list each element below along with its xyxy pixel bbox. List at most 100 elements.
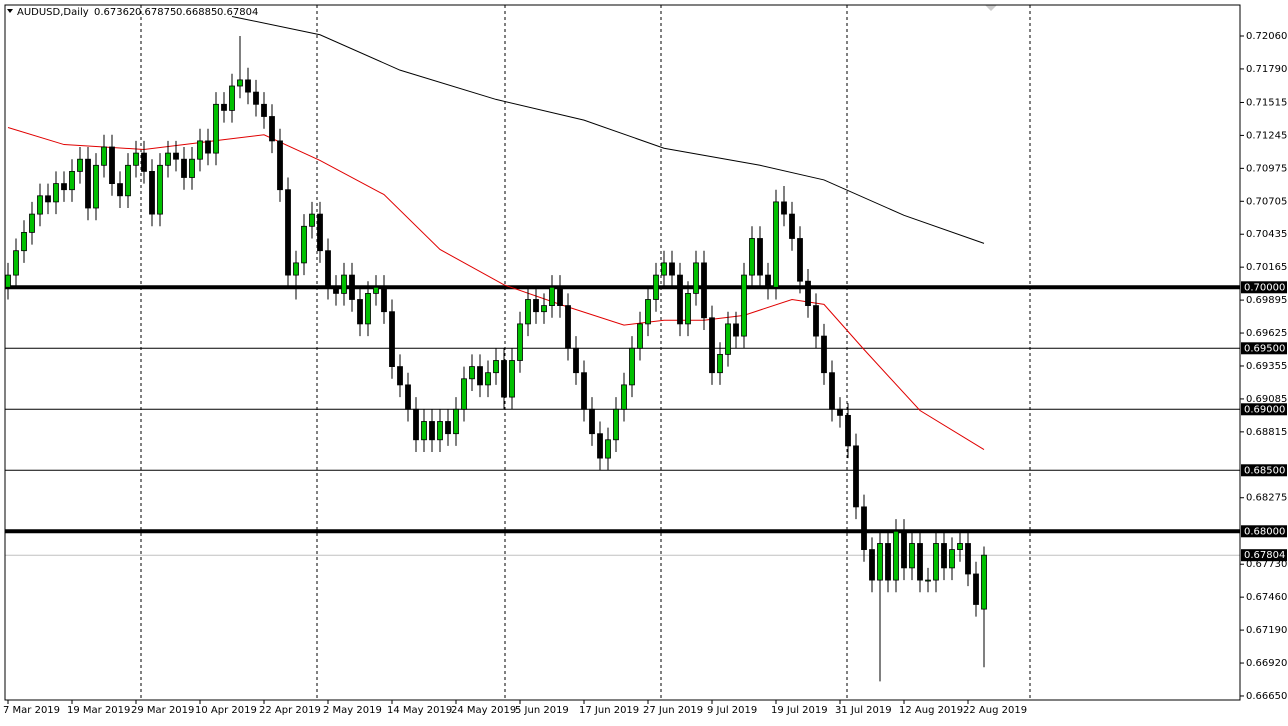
candle-body [429,421,435,441]
candle-body [573,347,579,374]
candle-body [405,384,411,410]
plot-frame [4,4,1241,701]
candle-body [901,530,907,569]
y-tick-label: 0.70165 [1246,262,1287,273]
y-tick-label: 0.70705 [1246,196,1287,207]
candle-body [893,530,899,581]
candle-body [389,311,395,367]
candle-body [189,158,195,178]
candle-body [909,543,915,569]
candle-body [517,323,523,361]
candle-body [701,262,707,319]
candle-body [173,152,179,160]
x-tick-label: 31 Jul 2019 [835,705,892,716]
candle-body [133,152,139,166]
candle-body [933,543,939,581]
candle-body [237,79,243,87]
candle-body [501,360,507,398]
candle-body [61,183,67,191]
period-separators [140,5,1031,700]
level-label: 0.70000 [1244,282,1285,293]
candle-body [629,347,635,386]
candle-body [141,152,147,172]
candle-body [29,213,35,233]
candle-body [253,91,259,105]
candle-body [509,360,515,398]
candle-body [165,152,171,166]
candle-body [477,366,483,386]
candle-body [597,433,603,459]
candle-body [485,372,491,386]
candle-body [221,103,227,111]
candle-body [717,353,723,374]
candle-body [925,579,931,582]
x-tick-label: 5 Jun 2019 [515,705,569,716]
y-tick-label: 0.71790 [1246,64,1287,75]
candle-body [613,408,619,441]
x-tick-label: 19 Mar 2019 [67,705,130,716]
candle-body [205,140,211,154]
y-tick-label: 0.67730 [1246,559,1287,570]
candle-body [77,158,83,172]
menu-arrow[interactable] [7,9,13,13]
y-tick-label: 0.68815 [1246,427,1287,438]
candle-body [45,195,51,203]
candle-body [965,543,971,575]
candle-body [637,323,643,349]
candle-body [125,164,131,197]
level-label: 0.68000 [1244,526,1285,537]
candle-body [293,262,299,276]
x-tick-label: 22 Aug 2019 [963,705,1027,716]
y-tick-label: 0.66920 [1246,658,1287,669]
candle-body [421,421,427,441]
candle-body [229,85,235,111]
candle-body [117,183,123,197]
level-label-box [1241,525,1287,538]
chart-header: AUDUSD,Daily 0.67362 0.67875 0.66885 0.6… [7,7,258,18]
candle-body [853,445,859,508]
level-label-box [1241,342,1287,355]
candle-body [653,274,659,300]
candle-body [317,213,323,252]
candle-body [13,250,19,276]
candle-body [333,286,339,294]
candle-body [949,549,955,569]
candle-body [581,372,587,410]
candle-body [541,305,547,313]
y-tick-label: 0.70435 [1246,229,1287,240]
x-tick-label: 14 May 2019 [387,705,452,716]
y-tick-label: 0.67190 [1246,625,1287,636]
candle-body [589,408,595,435]
x-tick-label: 24 May 2019 [451,705,516,716]
candle-body [565,305,571,349]
candle-body [821,335,827,374]
candle-body [85,158,91,209]
candle-body [917,543,923,581]
candle-body [437,421,443,441]
candle-body [981,554,987,610]
x-tick-label: 17 Jun 2019 [579,705,639,716]
candle-body [525,299,531,325]
candle-body [781,201,787,215]
candle-body [757,238,763,276]
y-tick-label: 0.72060 [1246,31,1287,42]
moving-average [231,15,985,244]
candle-body [877,543,883,581]
candle-body [669,262,675,276]
candle-body [749,238,755,276]
x-tick-label: 19 Jul 2019 [771,705,828,716]
candle-body [365,292,371,325]
x-tick-label: 7 Mar 2019 [3,705,60,716]
candle-body [845,414,851,447]
candle-body [661,262,667,276]
candle-body [157,164,163,215]
y-tick-label: 0.69085 [1246,394,1287,405]
shift-marker [985,5,997,11]
candle-body [941,543,947,569]
candle-body [733,323,739,337]
y-tick-label: 0.71515 [1246,97,1287,108]
level-label: 0.69500 [1244,343,1285,354]
candle-body [493,360,499,374]
candle-body [829,372,835,410]
